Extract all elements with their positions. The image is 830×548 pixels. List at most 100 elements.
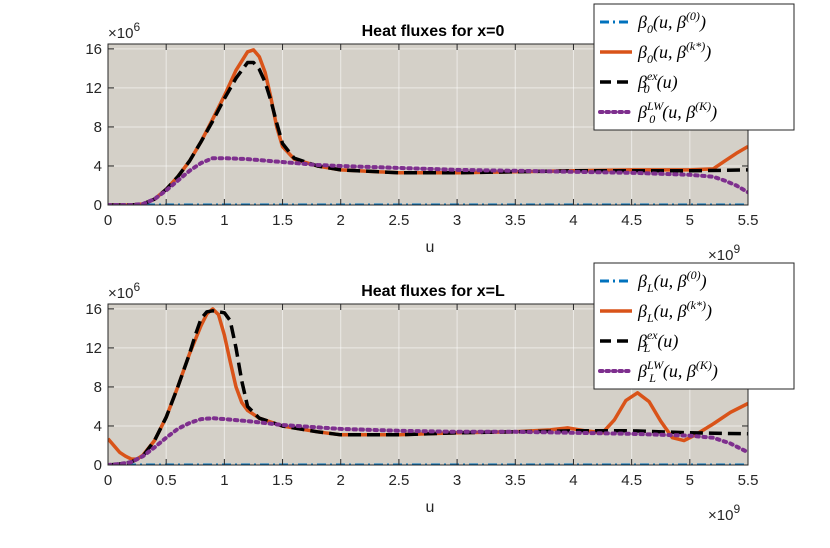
legend-entry-4: βLW 0 (u, β(K)) [637, 99, 717, 126]
x-tick-label: 5 [686, 212, 694, 229]
legend-args: (u [657, 331, 672, 352]
legend-subscript: L [648, 371, 656, 385]
y-tick-label: 12 [85, 80, 102, 97]
x-exponent-label: ×109 [708, 502, 740, 524]
legend-superscript: (0) [686, 9, 700, 23]
legend-tail: ) [710, 102, 717, 123]
legend-args: (u, β [653, 12, 686, 33]
y-tick-label: 8 [94, 379, 102, 396]
x-tick-label: 3 [453, 472, 461, 489]
legend-superscript-2: (K) [696, 358, 712, 372]
legend-superscript: (k*) [686, 39, 705, 53]
legend-entry-2: βL(u, β(k*)) [637, 298, 712, 325]
legend-symbol: β [637, 42, 647, 62]
legend-args: (u [657, 72, 672, 93]
series-line-4 [108, 156, 748, 205]
legend-tail: ) [671, 72, 678, 93]
legend: βL(u, β(0))βL(u, β(k*))βex L (u)βLW L (u, β(… [593, 262, 795, 390]
legend-superscript: LW [646, 358, 664, 372]
legend-symbol: β [637, 301, 647, 321]
legend-tail: ) [699, 12, 706, 33]
x-tick-label: 0 [104, 472, 112, 489]
chart-title: Heat fluxes for x=L [361, 283, 505, 300]
legend: β0(u, β(0))β0(u, β(k*))βex 0 (u)βLW 0 (u, β(… [593, 3, 795, 131]
legend-superscript: ex [647, 328, 658, 342]
legend-subscript: 0 [644, 82, 650, 96]
y-tick-label: 4 [94, 158, 102, 175]
x-tick-label: 4.5 [621, 472, 642, 489]
legend-symbol: β [637, 12, 647, 32]
x-tick-label: 3 [453, 212, 461, 229]
x-tick-label: 2.5 [388, 472, 409, 489]
legend-entry-4: βLW L (u, β(K)) [637, 358, 718, 385]
x-tick-label: 3.5 [505, 472, 526, 489]
x-tick-label: 5.5 [738, 212, 759, 229]
legend-tail: ) [700, 271, 707, 292]
legend-subscript: 0 [649, 112, 655, 126]
x-tick-label: 5.5 [738, 472, 759, 489]
legend-superscript: (0) [687, 268, 701, 282]
x-exponent-power: 9 [733, 242, 740, 256]
x-tick-label: 4.5 [621, 212, 642, 229]
y-tick-label: 4 [94, 418, 102, 435]
x-tick-label: 0.5 [156, 212, 177, 229]
x-exponent-base: ×10 [708, 507, 733, 524]
legend-entry-1: β0(u, β(0)) [637, 9, 706, 36]
legend-tail: ) [711, 361, 718, 382]
legend-symbol: β [637, 331, 647, 351]
legend-subscript: L [646, 281, 654, 295]
y-exponent-label: ×106 [108, 280, 140, 302]
x-tick-label: 1.5 [272, 472, 293, 489]
legend-superscript: (k*) [687, 298, 706, 312]
legend-superscript: ex [647, 69, 658, 83]
legend-entry-3: βex L (u) [637, 328, 678, 355]
y-exponent-power: 6 [133, 20, 140, 34]
y-exponent-base: ×10 [108, 25, 133, 42]
x-exponent-base: ×10 [708, 247, 733, 264]
legend-tail: ) [671, 331, 678, 352]
chart-title: Heat fluxes for x=0 [362, 23, 505, 40]
legend-args: (u, β [663, 361, 696, 382]
legend-subscript: 0 [647, 52, 653, 66]
series-line-4 [108, 416, 748, 465]
y-tick-label: 16 [85, 301, 102, 318]
chart-panel-2: 0 0.5 1 1.5 2 2.5 3 3.5 4 4.5 5 5.50481216×106×109u… [85, 262, 795, 524]
x-tick-label: 4 [569, 212, 577, 229]
x-axis-label: u [426, 499, 435, 516]
legend-symbol: β [637, 271, 647, 291]
chart-panel-1: 0 0.5 1 1.5 2 2.5 3 3.5 4 4.5 5 5.50481216×106×109u… [85, 3, 795, 264]
legend-subscript: L [643, 341, 651, 355]
legend-args: (u, β [654, 301, 687, 322]
legend-entry-2: β0(u, β(k*)) [637, 39, 711, 66]
legend-symbol: β [637, 361, 647, 381]
legend-box [593, 262, 795, 390]
x-tick-label: 5 [686, 472, 694, 489]
x-exponent-power: 9 [733, 502, 740, 516]
x-exponent-label: ×109 [708, 242, 740, 264]
legend-subscript: 0 [647, 22, 653, 36]
legend-box [593, 3, 795, 131]
y-exponent-base: ×10 [108, 285, 133, 302]
legend-symbol: β [637, 72, 647, 92]
legend-superscript: LW [646, 99, 664, 113]
legend-entry-3: βex 0 (u) [637, 69, 678, 96]
y-exponent-label: ×106 [108, 20, 140, 42]
y-tick-label: 8 [94, 119, 102, 136]
y-tick-label: 12 [85, 340, 102, 357]
x-tick-label: 2.5 [388, 212, 409, 229]
y-tick-label: 0 [94, 197, 102, 214]
x-tick-label: 3.5 [505, 212, 526, 229]
x-tick-label: 4 [569, 472, 577, 489]
y-exponent-power: 6 [133, 280, 140, 294]
legend-tail: ) [704, 42, 711, 63]
y-tick-label: 16 [85, 41, 102, 58]
series-group [108, 48, 748, 205]
legend-args: (u, β [654, 271, 687, 292]
series-group [108, 307, 748, 465]
legend-subscript: L [646, 311, 654, 325]
x-tick-label: 2 [337, 472, 345, 489]
legend-entry-1: βL(u, β(0)) [637, 268, 707, 295]
x-tick-label: 1 [220, 212, 228, 229]
legend-args: (u, β [662, 102, 695, 123]
